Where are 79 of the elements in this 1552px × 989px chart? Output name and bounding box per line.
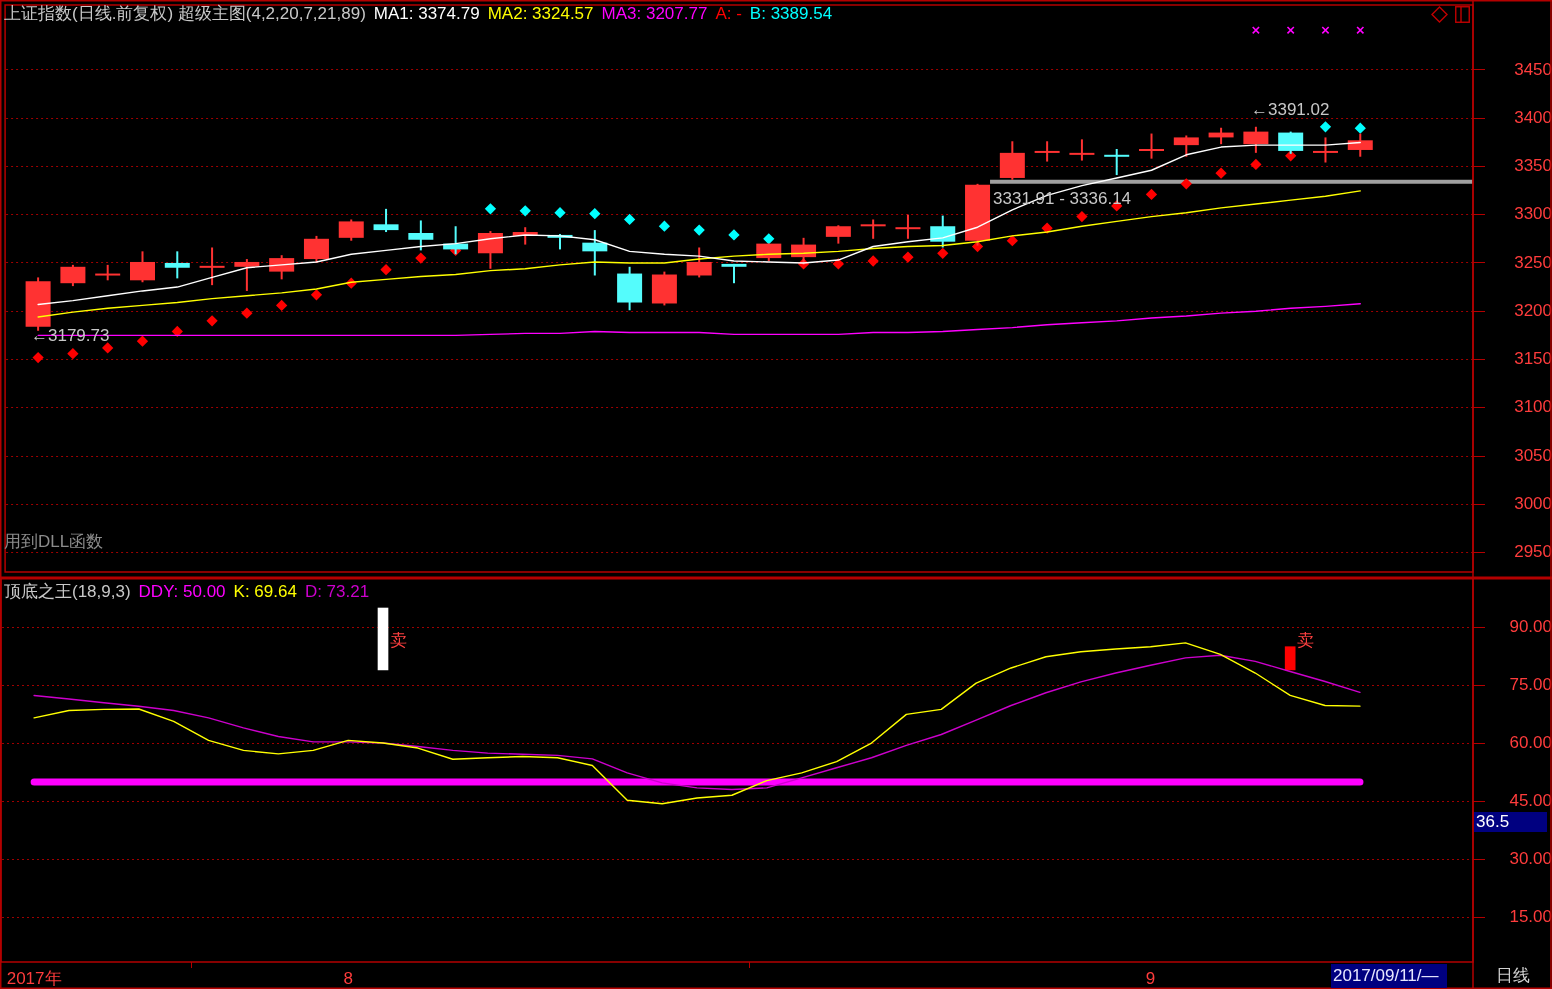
x-tick-label: 9	[1145, 968, 1156, 988]
point	[1356, 26, 1365, 35]
y-tick-label: 75.00	[1509, 675, 1552, 695]
point	[1320, 121, 1331, 133]
point	[415, 252, 427, 264]
candlestick	[199, 247, 225, 286]
point	[554, 207, 566, 219]
text: 日线	[1495, 965, 1531, 987]
point	[380, 264, 392, 275]
y-tick-label: 3450	[1514, 59, 1552, 79]
candlestick	[895, 214, 921, 239]
candlestick	[1139, 133, 1165, 159]
point	[485, 203, 496, 215]
point	[624, 214, 635, 225]
point	[1286, 26, 1295, 35]
point	[1215, 167, 1227, 179]
text: MA3: 3207.77	[601, 4, 708, 24]
data-label: 卖	[390, 631, 408, 651]
point	[763, 233, 775, 245]
point	[67, 348, 79, 359]
y-tick-label: 2950	[1514, 542, 1552, 562]
text: D: 73.21	[304, 582, 370, 602]
y-tick-label: 15.00	[1509, 907, 1552, 927]
point	[276, 300, 287, 311]
text: 36.5	[1474, 812, 1547, 832]
y-tick-label: 45.00	[1509, 791, 1552, 811]
y-tick-label: 30.00	[1509, 849, 1552, 869]
text: 2017/09/11/—	[1331, 964, 1447, 988]
candlestick	[1104, 149, 1130, 176]
point	[1181, 178, 1192, 190]
y-tick-label: 3000	[1514, 494, 1552, 513]
y-tick-label: 3150	[1514, 349, 1552, 369]
ref-line-label: DDY: 50.00	[138, 582, 226, 602]
y-tick-label: 3400	[1514, 107, 1552, 127]
point	[833, 258, 844, 270]
point	[728, 229, 740, 241]
point	[867, 255, 879, 267]
point	[241, 307, 253, 319]
point	[937, 247, 949, 259]
text: A: -	[715, 4, 742, 24]
point	[137, 335, 148, 347]
point	[1354, 122, 1366, 134]
point	[519, 205, 531, 217]
point	[659, 220, 670, 232]
point	[902, 251, 914, 263]
x-tick-label: 8	[343, 968, 353, 988]
y-tick-label: 3250	[1514, 252, 1552, 272]
text: MA1: 3374.79	[373, 4, 480, 24]
y-tick-label: 3350	[1514, 156, 1552, 176]
candlestick	[860, 219, 886, 239]
candlestick	[1069, 139, 1095, 161]
y-tick-label: 60.00	[1509, 733, 1552, 753]
point	[1146, 189, 1157, 200]
y-tick-label: 3300	[1514, 204, 1552, 224]
point	[171, 326, 183, 337]
point	[32, 352, 44, 363]
point	[311, 289, 322, 301]
point	[1041, 222, 1053, 234]
text: K: 69.64	[233, 582, 297, 602]
point	[1251, 26, 1260, 35]
text: MA2: 3324.57	[487, 4, 594, 24]
annotation: ←3391.02	[1251, 100, 1330, 120]
x-tick-label: 2017年	[6, 968, 62, 988]
chart-title: 顶底之王(18,9,3)	[4, 582, 131, 602]
point	[1076, 211, 1088, 222]
data-label: 卖	[1297, 631, 1315, 651]
point	[1250, 159, 1262, 170]
point	[102, 342, 113, 354]
text: B: 3389.54	[749, 4, 833, 24]
y-tick-label: 90.00	[1509, 617, 1552, 637]
point	[589, 208, 601, 219]
point	[693, 224, 705, 236]
candlestick	[1034, 141, 1060, 162]
point	[206, 315, 218, 327]
y-tick-label: 3100	[1514, 397, 1552, 417]
point	[1007, 235, 1018, 247]
point	[1321, 26, 1330, 35]
y-tick-label: 3050	[1514, 445, 1552, 465]
y-tick-label: 3200	[1514, 300, 1552, 320]
